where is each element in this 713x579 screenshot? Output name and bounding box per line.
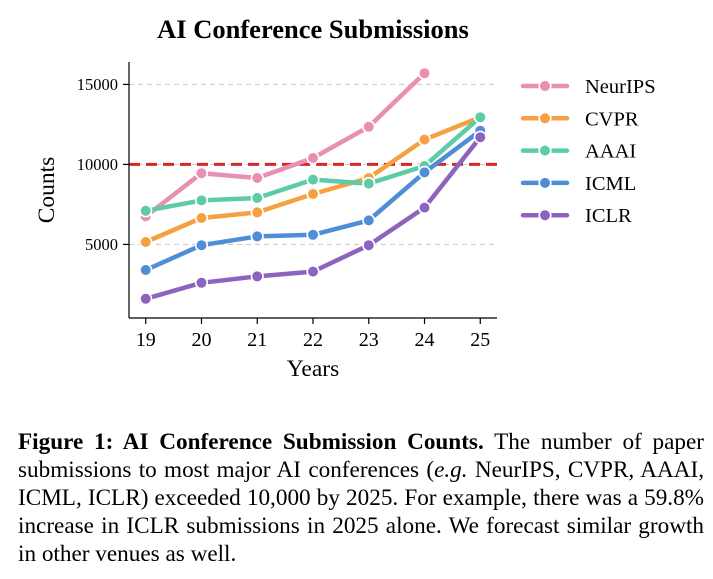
data-point-iclr (362, 238, 376, 252)
legend-label-neurips: NeurIPS (585, 76, 656, 98)
data-point-iclr (250, 269, 264, 284)
data-point-aaai (194, 193, 209, 207)
data-point-cvpr (417, 133, 432, 147)
y-tick-label: 5000 (85, 235, 118, 254)
legend-label-icml: ICML (585, 173, 636, 195)
data-point-neurips (306, 151, 320, 165)
line-chart: AI Conference Submissions 5000 10000 15000… (34, 14, 656, 382)
y-ticks: 5000 10000 15000 (77, 75, 129, 254)
data-point-iclr (417, 201, 432, 215)
data-point-cvpr (306, 187, 320, 201)
x-tick-label: 20 (191, 329, 211, 351)
x-tick-label: 22 (303, 329, 323, 351)
data-point-aaai (139, 204, 153, 218)
data-point-iclr (306, 265, 320, 279)
series-lines (139, 66, 487, 306)
data-point-iclr (139, 292, 153, 306)
data-point-icml (250, 229, 264, 243)
data-point-iclr (473, 130, 487, 144)
legend-label-iclr: ICLR (585, 205, 632, 227)
data-point-neurips (194, 166, 209, 180)
x-tick-label: 21 (247, 329, 267, 351)
data-point-icml (306, 228, 320, 242)
x-tick-label: 19 (136, 329, 156, 351)
x-tick-label: 24 (415, 329, 435, 351)
data-point-neurips (362, 120, 376, 134)
caption-eg: e.g. (434, 457, 468, 483)
x-tick-label: 23 (359, 329, 379, 351)
data-point-aaai (362, 177, 376, 191)
data-point-cvpr (139, 235, 153, 249)
x-tick-label: 25 (470, 329, 490, 351)
legend-label-cvpr: CVPR (585, 108, 639, 130)
data-point-neurips (250, 171, 264, 185)
y-tick-label: 10000 (77, 155, 118, 174)
data-point-aaai (250, 191, 264, 205)
data-point-aaai (473, 110, 487, 124)
y-tick-label: 15000 (77, 75, 118, 94)
x-axis-label: Years (287, 356, 339, 382)
legend-marker-icml (538, 176, 552, 190)
data-point-aaai (306, 173, 320, 187)
series-line-neurips (143, 70, 427, 219)
data-point-neurips (417, 66, 432, 80)
y-axis-label: Counts (34, 157, 60, 224)
figure-caption: Figure 1: AI Conference Submission Count… (18, 428, 704, 568)
caption-text-part2: NeurIPS, CVPR, AAAI, ICML, ICLR) exceede… (18, 457, 704, 567)
x-ticks: 19 20 21 22 23 24 25 (136, 318, 490, 351)
chart-title: AI Conference Submissions (157, 14, 469, 44)
data-point-icml (417, 165, 432, 179)
legend: NeurIPS CVPR AAAI ICML ICLR (520, 76, 656, 227)
data-point-cvpr (194, 211, 209, 225)
legend-marker-iclr (538, 208, 552, 222)
data-point-iclr (194, 276, 209, 290)
data-point-icml (139, 263, 153, 277)
caption-text-part1: The number of paper submissions to most … (18, 429, 704, 483)
data-point-icml (362, 213, 376, 227)
legend-label-aaai: AAAI (585, 141, 636, 163)
caption-label: Figure 1: AI Conference Submission Count… (18, 429, 484, 455)
legend-marker-neurips (538, 79, 552, 93)
legend-marker-aaai (538, 144, 552, 158)
legend-marker-cvpr (538, 111, 552, 125)
data-point-icml (194, 238, 209, 252)
data-point-cvpr (250, 205, 264, 219)
